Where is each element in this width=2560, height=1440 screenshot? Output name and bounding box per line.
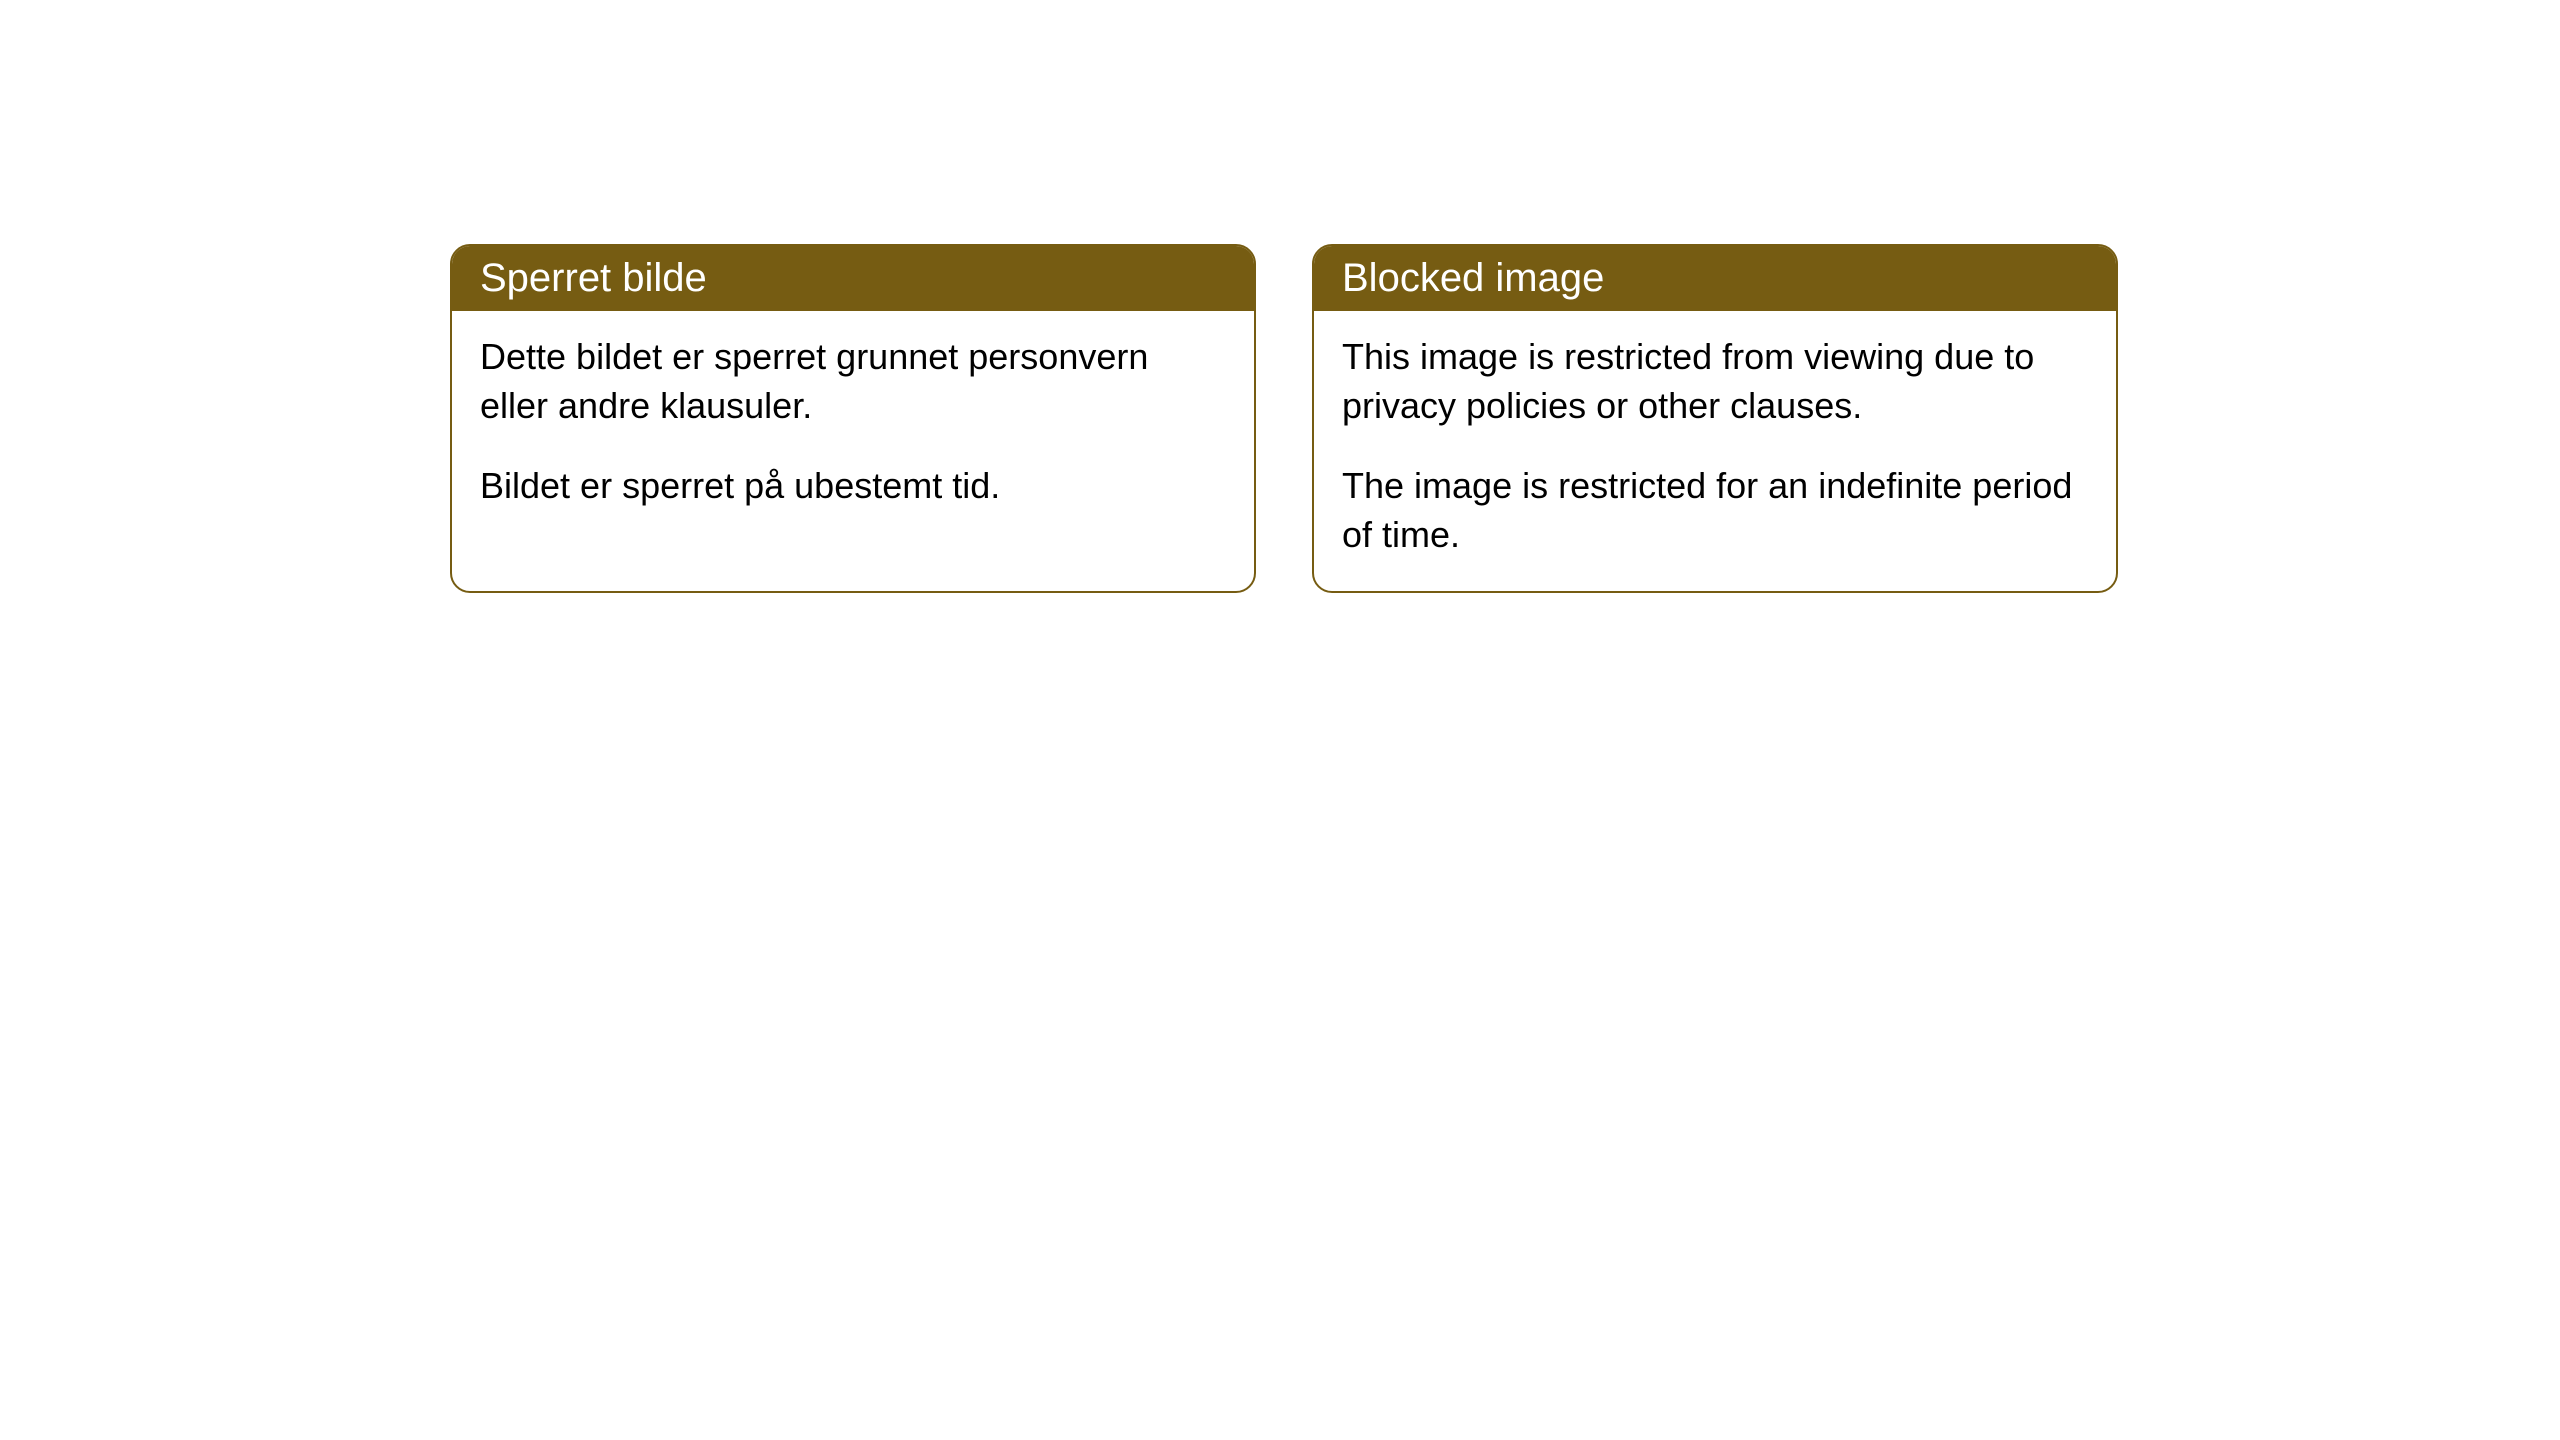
card-title: Sperret bilde xyxy=(480,256,707,300)
card-paragraph: Bildet er sperret på ubestemt tid. xyxy=(480,462,1226,511)
notice-card-english: Blocked image This image is restricted f… xyxy=(1312,244,2118,593)
card-paragraph: This image is restricted from viewing du… xyxy=(1342,333,2088,430)
card-header: Blocked image xyxy=(1314,246,2116,311)
card-paragraph: Dette bildet er sperret grunnet personve… xyxy=(480,333,1226,430)
notice-cards-container: Sperret bilde Dette bildet er sperret gr… xyxy=(450,244,2118,593)
card-title: Blocked image xyxy=(1342,256,1604,300)
card-header: Sperret bilde xyxy=(452,246,1254,311)
notice-card-norwegian: Sperret bilde Dette bildet er sperret gr… xyxy=(450,244,1256,593)
card-paragraph: The image is restricted for an indefinit… xyxy=(1342,462,2088,559)
card-body: Dette bildet er sperret grunnet personve… xyxy=(452,311,1254,543)
card-body: This image is restricted from viewing du… xyxy=(1314,311,2116,591)
